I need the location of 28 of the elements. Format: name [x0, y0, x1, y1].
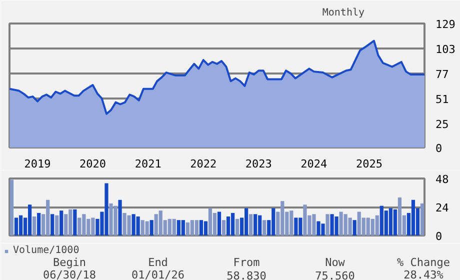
text: End [148, 256, 168, 269]
x-tick-label: 2019 [24, 158, 51, 170]
chart-subtitle: Monthly [322, 8, 365, 18]
text: 75.560 [315, 269, 355, 280]
x-tick-label: 2020 [79, 158, 106, 170]
y-tick-label: 25 [436, 118, 449, 131]
x-tick-label: 2021 [134, 158, 162, 170]
x-tick-label: 2023 [245, 158, 272, 170]
text: Now [325, 256, 346, 269]
y-tick-label: 77 [436, 68, 449, 81]
text: 58.830 [226, 269, 266, 280]
y-tick-label: 0 [436, 230, 442, 243]
y-tick-label: 0 [436, 142, 442, 155]
x-tick-label: 2025 [356, 158, 383, 170]
x-tick-label: 2022 [190, 158, 217, 170]
text: Begin [52, 256, 86, 269]
x-tick-label: 2024 [300, 158, 328, 170]
y-tick-label: 103 [436, 42, 456, 56]
y-tick-label: 48 [436, 173, 449, 186]
y-tick-label: 51 [436, 92, 449, 106]
text: 06/30/18 [43, 268, 96, 280]
y-tick-label: 129 [436, 18, 456, 31]
text: 01/01/26 [132, 268, 184, 280]
text: From [233, 256, 260, 269]
text: % Change [397, 256, 450, 269]
text: 28.43% [404, 268, 444, 280]
legend-label: Volume/1000 [13, 245, 80, 256]
y-tick-label: 24 [436, 202, 450, 214]
